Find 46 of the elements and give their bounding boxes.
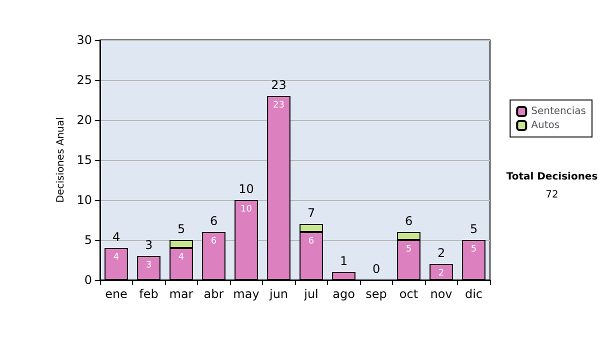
- x-tick-label: dic: [464, 287, 483, 301]
- x-tick-label: sep: [366, 287, 387, 301]
- x-tick-label: jun: [268, 287, 288, 301]
- total-label: 2: [437, 246, 446, 260]
- total-label: 6: [404, 214, 413, 228]
- text: Total Decisiones: [506, 172, 598, 182]
- y-tick-label: 20: [76, 113, 92, 127]
- data-label: 6: [210, 236, 217, 246]
- data-label: 10: [240, 204, 252, 214]
- legend-label: Autos: [531, 120, 560, 131]
- total-label: 7: [307, 206, 316, 220]
- x-tick-label: mar: [169, 287, 194, 301]
- data-label: 3: [146, 260, 152, 270]
- total-label: 4: [112, 230, 120, 244]
- data-label: 23: [273, 100, 284, 110]
- x-tick-label: jul: [303, 287, 318, 301]
- total-label: 10: [238, 182, 254, 196]
- total-label: 5: [470, 222, 478, 236]
- y-tick-label: 0: [84, 273, 92, 287]
- data-label: 4: [113, 252, 120, 262]
- total-label: 3: [144, 238, 153, 252]
- y-tick-label: 10: [76, 193, 92, 207]
- total-label: 0: [372, 262, 380, 276]
- y-axis-title: Decisiones Anual: [55, 117, 66, 203]
- data-label: 5: [470, 244, 477, 254]
- y-tick-label: 25: [76, 73, 92, 87]
- total-label: 6: [210, 214, 218, 228]
- legend-label: Sentencias: [531, 106, 586, 117]
- y-tick-label: 30: [76, 33, 92, 47]
- data-label: 4: [178, 252, 184, 262]
- x-tick-label: feb: [139, 287, 158, 301]
- x-tick-label: nov: [430, 287, 452, 301]
- x-tick-label: oct: [399, 287, 418, 301]
- x-tick-label: may: [233, 287, 260, 301]
- y-tick-label: 15: [76, 153, 92, 167]
- total-label: 5: [177, 222, 186, 236]
- x-tick-label: ene: [105, 287, 128, 301]
- data-label: 2: [438, 268, 444, 278]
- data-label: 5: [406, 244, 412, 254]
- total-label: 23: [271, 78, 286, 92]
- text: 72: [546, 190, 558, 200]
- data-label: 6: [308, 236, 314, 246]
- x-tick-label: ago: [332, 287, 355, 301]
- total-label: 1: [340, 254, 348, 268]
- y-tick-label: 5: [84, 233, 92, 247]
- x-tick-label: abr: [204, 287, 224, 301]
